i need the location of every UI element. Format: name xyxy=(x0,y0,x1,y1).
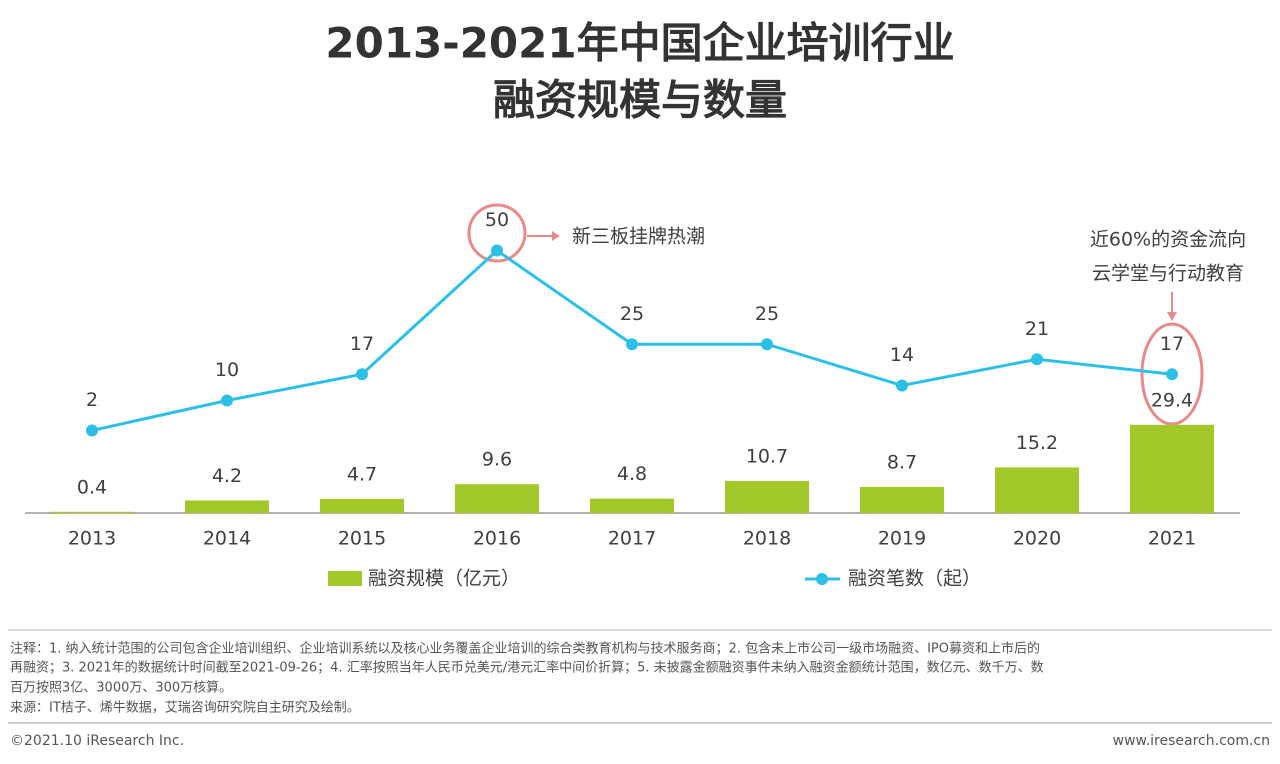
line-point xyxy=(356,368,368,381)
data-label: 29.4 xyxy=(1151,389,1193,411)
bar xyxy=(185,500,269,513)
line-point xyxy=(1031,353,1043,366)
data-label: 4.2 xyxy=(212,465,242,487)
data-label: 0.4 xyxy=(77,476,107,498)
note: 百万按照3亿、3000万、300万核算。 xyxy=(10,681,232,696)
x-tick-label: 2013 xyxy=(68,528,116,550)
line-point xyxy=(626,338,638,351)
line-point xyxy=(221,394,233,407)
data-label: 9.6 xyxy=(482,449,512,471)
bar xyxy=(590,498,674,513)
arrow-head xyxy=(1167,312,1177,321)
annotation: 新三板挂牌热潮 xyxy=(572,226,705,248)
note: 注释：1. 纳入统计范围的公司包含企业培训组织、企业培训系统以及核心业务覆盖企业… xyxy=(10,641,1040,657)
data-label: 4.8 xyxy=(617,463,647,485)
data-label: 15.2 xyxy=(1016,432,1058,454)
data-label: 10 xyxy=(215,359,239,381)
line-point xyxy=(896,379,908,392)
data-label: 25 xyxy=(755,303,779,325)
highlight-ellipse xyxy=(1140,322,1204,426)
footer-right: www.iresearch.com.cn xyxy=(1113,733,1270,749)
annotation: 近60%的资金流向 xyxy=(1090,229,1246,251)
chart-title: 融资规模与数量 xyxy=(493,76,787,125)
legend-swatch xyxy=(328,571,362,586)
data-label: 50 xyxy=(485,209,509,231)
x-tick-label: 2021 xyxy=(1148,528,1196,550)
data-label: 2 xyxy=(86,389,98,411)
line-point xyxy=(491,244,503,257)
chart-title: 2013-2021年中国企业培训行业 xyxy=(325,19,954,68)
legend-marker xyxy=(816,573,828,585)
x-tick-label: 2016 xyxy=(473,528,521,550)
bar xyxy=(860,486,944,513)
legend-label: 融资笔数（起） xyxy=(848,568,981,590)
x-tick-label: 2019 xyxy=(878,528,926,550)
data-label: 25 xyxy=(620,303,644,325)
bar xyxy=(1130,424,1214,513)
note: 再融资；3. 2021年的数据统计时间截至2021-09-26；4. 汇率按照当… xyxy=(10,660,1044,676)
data-label: 10.7 xyxy=(746,445,788,467)
legend-label: 融资规模（亿元） xyxy=(368,568,520,590)
data-label: 21 xyxy=(1025,318,1049,340)
x-tick-label: 2015 xyxy=(338,528,386,550)
annotation: 云学堂与行动教育 xyxy=(1092,263,1244,285)
footer-left: ©2021.10 iResearch Inc. xyxy=(10,733,184,749)
arrow-head xyxy=(552,231,560,241)
note: 来源：IT桔子、烯牛数据，艾瑞咨询研究院自主研究及绘制。 xyxy=(10,701,360,716)
data-label: 14 xyxy=(890,344,914,366)
data-label: 17 xyxy=(1160,333,1184,355)
bar xyxy=(995,467,1079,513)
highlight-circle xyxy=(467,203,527,263)
data-label: 8.7 xyxy=(887,451,917,473)
line-point xyxy=(86,424,98,437)
bar xyxy=(455,484,539,513)
data-label: 4.7 xyxy=(347,463,377,485)
bar xyxy=(320,498,404,513)
data-label: 17 xyxy=(350,333,374,355)
x-tick-label: 2014 xyxy=(203,528,251,550)
line-point xyxy=(761,338,773,351)
x-tick-label: 2017 xyxy=(608,528,656,550)
x-tick-label: 2020 xyxy=(1013,528,1061,550)
bar xyxy=(725,480,809,513)
bar xyxy=(50,511,134,513)
x-tick-label: 2018 xyxy=(743,528,791,550)
line-point xyxy=(1166,368,1178,381)
